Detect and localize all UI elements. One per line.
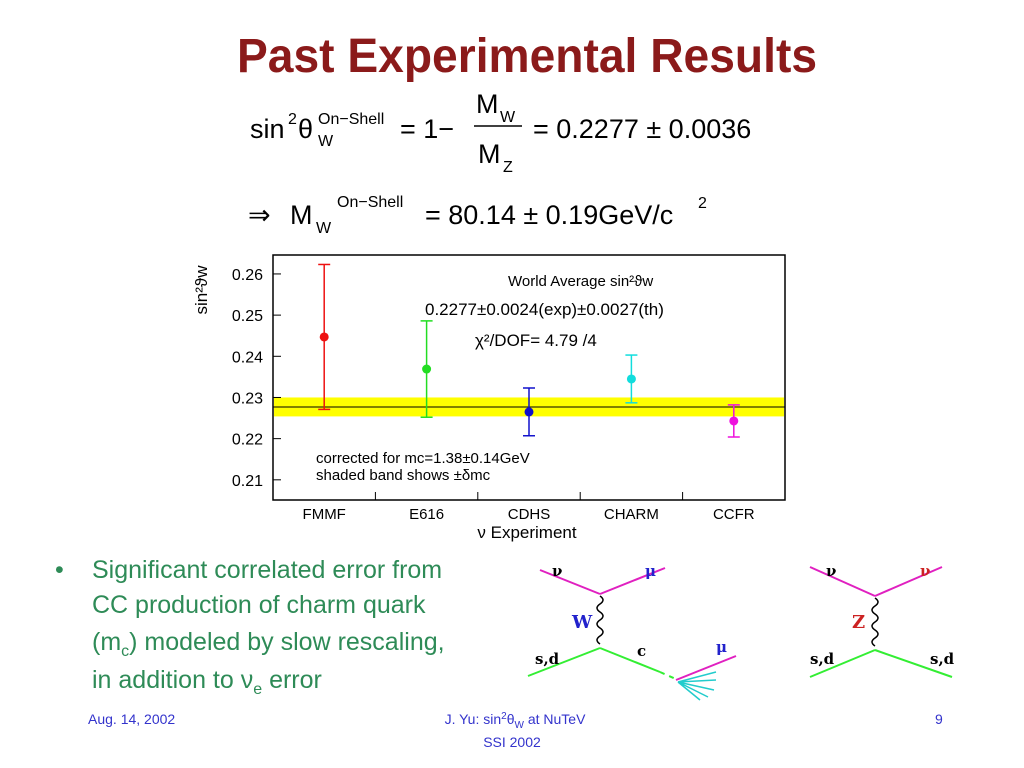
text: in addition to [92,666,241,694]
annotation: World Average sin²ϑw [508,273,653,290]
x-tick-label: CDHS [508,506,551,523]
particle-label: ν [826,562,836,580]
particle-label: μ [645,562,656,580]
eq-text: M [476,89,499,119]
feynman-diagram-w: ν μ W s,d c μ [527,562,737,701]
fermion-line [539,569,601,595]
annotation: 0.2277±0.0024(exp)±0.0027(th) [425,300,664,319]
chart: sin²ϑw ν Experiment World Average sin²ϑw… [192,254,786,542]
data-point [626,374,636,384]
equation-2: ⇒ M W On−Shell = 80.14 ± 0.19GeV/c 2 [248,194,707,237]
y-tick-label: 0.23 [232,390,263,407]
footer-date: Aug. 14, 2002 [88,711,175,727]
particle-label: ν [552,562,562,580]
eq-text: Z [503,159,513,176]
annotation: shaded band shows ±δmc [316,467,491,484]
bullet-line: in addition to νe error [92,666,322,698]
x-axis-label: ν Experiment [477,523,576,542]
feynman-diagram-z: ν ν Z s,d s,d [809,562,955,678]
eq-text: = 1− [400,114,454,144]
footer-center: SSI 2002 [483,734,541,750]
text: J. Yu: sin [445,711,502,727]
data-point [729,416,739,426]
y-tick-label: 0.25 [232,308,263,325]
eq-text: = 0.2277 ± 0.0036 [533,114,751,144]
slide-title: Past Experimental Results [237,30,817,83]
eq-text: M [478,139,501,169]
particle-label: s,d [930,650,955,668]
data-point [524,407,534,417]
particle-label: s,d [810,650,835,668]
eq-text: 2 [288,111,297,128]
quark-line [599,647,661,673]
fermion-line [599,567,666,595]
text: ) modeled by slow rescaling, [129,628,444,656]
quark-line [527,647,601,677]
bullet-list: • Significant correlated error from CC p… [55,556,445,698]
text: (m [92,628,121,656]
subscript: W [514,720,524,731]
eq-text: M [290,200,313,230]
text: at NuTeV [524,711,586,727]
text: ν [241,666,254,694]
annotation: χ²/DOF= 4.79 /4 [475,331,597,350]
fermion-line [809,566,876,597]
data-point [422,364,432,374]
eq-text: sin [250,114,285,144]
bullet-marker: • [55,556,64,584]
eq-text: = 80.14 ± 0.19GeV/c [425,200,673,230]
eq-text: W [316,220,332,237]
bullet-line: Significant correlated error from [92,556,442,584]
annotation: corrected for mc=1.38±0.14GeV [316,450,530,467]
text: error [262,666,322,694]
quark-line [659,671,679,681]
x-tick-label: FMMF [303,506,346,523]
data-point [319,332,329,342]
boson-label: Z [852,612,865,633]
superscript: 2 [501,711,507,722]
subscript: c [121,643,129,660]
x-tick-label: CCFR [713,506,755,523]
eq-text: θ [298,114,313,144]
y-tick-label: 0.26 [232,267,263,284]
boson-line [596,595,604,645]
bullet-line: CC production of charm quark [92,591,426,619]
particle-label: ν [920,562,930,580]
boson-label: W [571,612,593,633]
y-tick-label: 0.24 [232,349,263,366]
quark-line [809,649,876,678]
x-tick-label: E616 [409,506,444,523]
y-tick-label: 0.21 [232,473,263,490]
eq-text: ⇒ [248,200,271,230]
fermion-line [874,566,943,597]
eq-text: On−Shell [337,194,403,211]
eq-text: 2 [698,195,707,212]
jet [677,671,717,701]
y-tick-label: 0.22 [232,432,263,449]
page-number: 9 [935,711,943,727]
equation-1: sin 2 θ On−Shell W = 1− M W M Z = 0.2277… [250,89,751,176]
eq-text: W [500,109,516,126]
plot-frame [272,254,786,501]
eq-text: W [318,133,334,150]
particle-label: c [637,642,646,660]
particle-label: s,d [535,650,560,668]
particle-label: μ [716,638,727,656]
lepton-line [675,655,737,681]
text: θ [507,711,515,727]
subscript: e [253,681,262,698]
quark-line [874,649,953,678]
boson-line [871,597,879,647]
footer-center: J. Yu: sin2θW at NuTeV [445,711,587,731]
x-tick-label: CHARM [604,506,659,523]
y-axis-label: sin²ϑw [192,265,211,315]
bullet-line: (mc) modeled by slow rescaling, [92,628,445,660]
footer: Aug. 14, 2002 J. Yu: sin2θW at NuTeV SSI… [88,711,943,750]
eq-text: On−Shell [318,111,384,128]
